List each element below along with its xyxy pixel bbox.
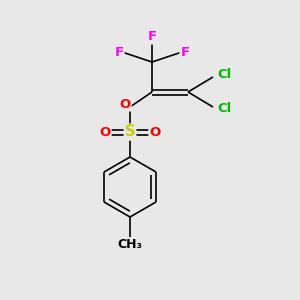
Text: S: S <box>125 124 135 140</box>
Text: O: O <box>119 98 130 110</box>
Text: F: F <box>114 46 124 59</box>
Text: Cl: Cl <box>217 103 231 116</box>
Text: Cl: Cl <box>217 68 231 82</box>
Text: CH₃: CH₃ <box>118 238 142 251</box>
Text: O: O <box>149 125 161 139</box>
Text: O: O <box>99 125 111 139</box>
Text: F: F <box>147 31 157 44</box>
Text: F: F <box>180 46 190 59</box>
